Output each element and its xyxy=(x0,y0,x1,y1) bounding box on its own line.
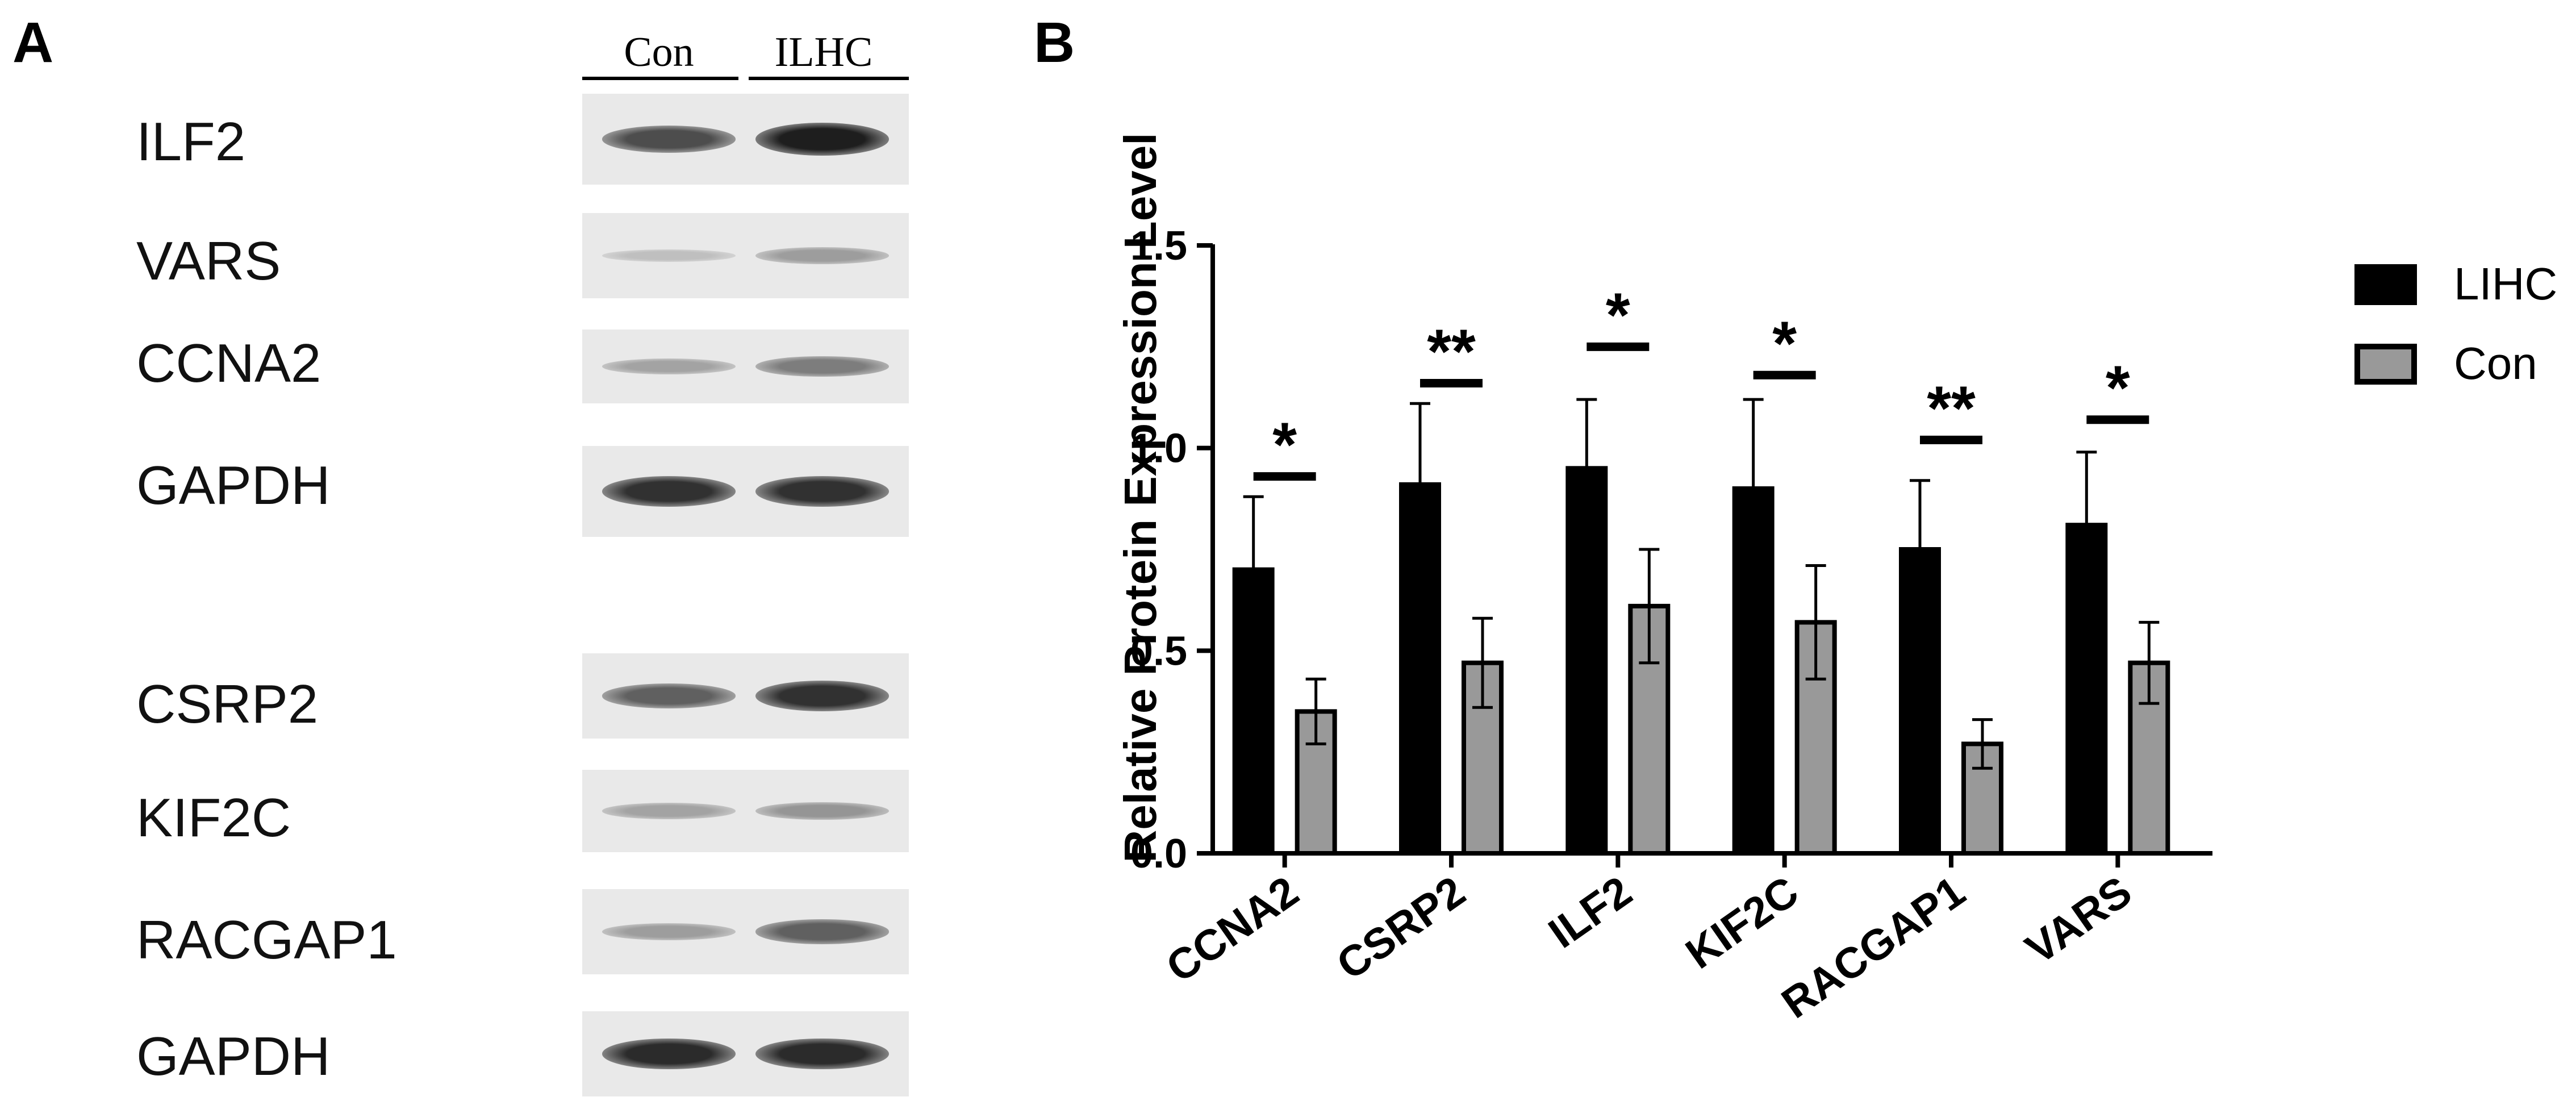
band-con xyxy=(602,476,736,507)
blot-strip-vars-1 xyxy=(582,213,909,298)
lane-header-con: Con xyxy=(624,29,694,76)
blot-label-ilf2-0: ILF2 xyxy=(136,111,246,172)
legend-swatch-con xyxy=(2354,344,2417,385)
blot-label-ccna2-2: CCNA2 xyxy=(136,333,322,394)
band-ilhc xyxy=(755,247,889,264)
significance-star: * xyxy=(2106,353,2130,423)
blot-label-gapdh-3: GAPDH xyxy=(136,455,331,516)
blot-label-racgap1-6: RACGAP1 xyxy=(136,910,397,970)
blot-strip-gapdh-7 xyxy=(582,1011,909,1096)
blot-label-vars-1: VARS xyxy=(136,231,281,291)
blot-strip-racgap1-6 xyxy=(582,889,909,974)
x-tick-label-ilf2: ILF2 xyxy=(1540,867,1640,957)
lane-line-con xyxy=(582,77,738,80)
band-con xyxy=(602,249,736,262)
band-con xyxy=(602,126,736,153)
y-tick-label: 1.5 xyxy=(1130,223,1187,269)
panel-a-letter: A xyxy=(12,11,54,74)
band-ilhc xyxy=(755,123,889,156)
band-con xyxy=(602,358,736,375)
bar-con-vars xyxy=(2128,660,2170,856)
significance-star: * xyxy=(1272,410,1297,480)
panel-b-letter: B xyxy=(1034,11,1075,74)
significance-star: ** xyxy=(1427,317,1476,387)
x-tick-label-csrp2: CSRP2 xyxy=(1328,867,1473,989)
significance-star: * xyxy=(1772,308,1797,378)
band-ilhc xyxy=(755,356,889,377)
blot-label-gapdh-7: GAPDH xyxy=(136,1026,331,1087)
blot-strip-ccna2-2 xyxy=(582,330,909,403)
band-ilhc xyxy=(755,476,889,507)
lane-line-ilhc xyxy=(749,77,909,80)
legend-swatch-lihc xyxy=(2354,264,2417,305)
legend-label-lihc: LIHC xyxy=(2454,258,2557,309)
band-con xyxy=(602,923,736,940)
lane-header-ilhc: ILHC xyxy=(774,29,873,76)
significance-star: ** xyxy=(1927,373,1976,443)
y-tick-label: 0.5 xyxy=(1130,628,1187,674)
x-tick-label-vars: VARS xyxy=(2017,867,2140,974)
x-tick-label-ccna2: CCNA2 xyxy=(1158,867,1307,992)
y-tick-label: 0.0 xyxy=(1130,831,1187,877)
blot-strip-kif2c-5 xyxy=(582,770,909,852)
band-ilhc xyxy=(755,802,889,820)
x-tick-label-kif2c: KIF2C xyxy=(1677,867,1807,978)
bar-lihc-vars xyxy=(2065,523,2108,856)
band-ilhc xyxy=(755,1038,889,1070)
blot-strip-gapdh-3 xyxy=(582,446,909,537)
band-con xyxy=(602,803,736,819)
band-con xyxy=(602,683,736,708)
significance-star: * xyxy=(1606,280,1630,350)
blot-label-csrp2-4: CSRP2 xyxy=(136,674,319,735)
blot-strip-csrp2-4 xyxy=(582,653,909,739)
y-tick-label: 1.0 xyxy=(1130,426,1187,472)
band-con xyxy=(602,1038,736,1070)
legend-label-con: Con xyxy=(2454,338,2537,389)
blot-label-kif2c-5: KIF2C xyxy=(136,787,291,848)
y-axis-label: Relative Protein Expression Level xyxy=(1115,133,1166,863)
blot-strip-ilf2-0 xyxy=(582,94,909,185)
band-ilhc xyxy=(755,681,889,711)
band-ilhc xyxy=(755,919,889,944)
x-tick-label-racgap1: RACGAP1 xyxy=(1773,867,1974,1028)
